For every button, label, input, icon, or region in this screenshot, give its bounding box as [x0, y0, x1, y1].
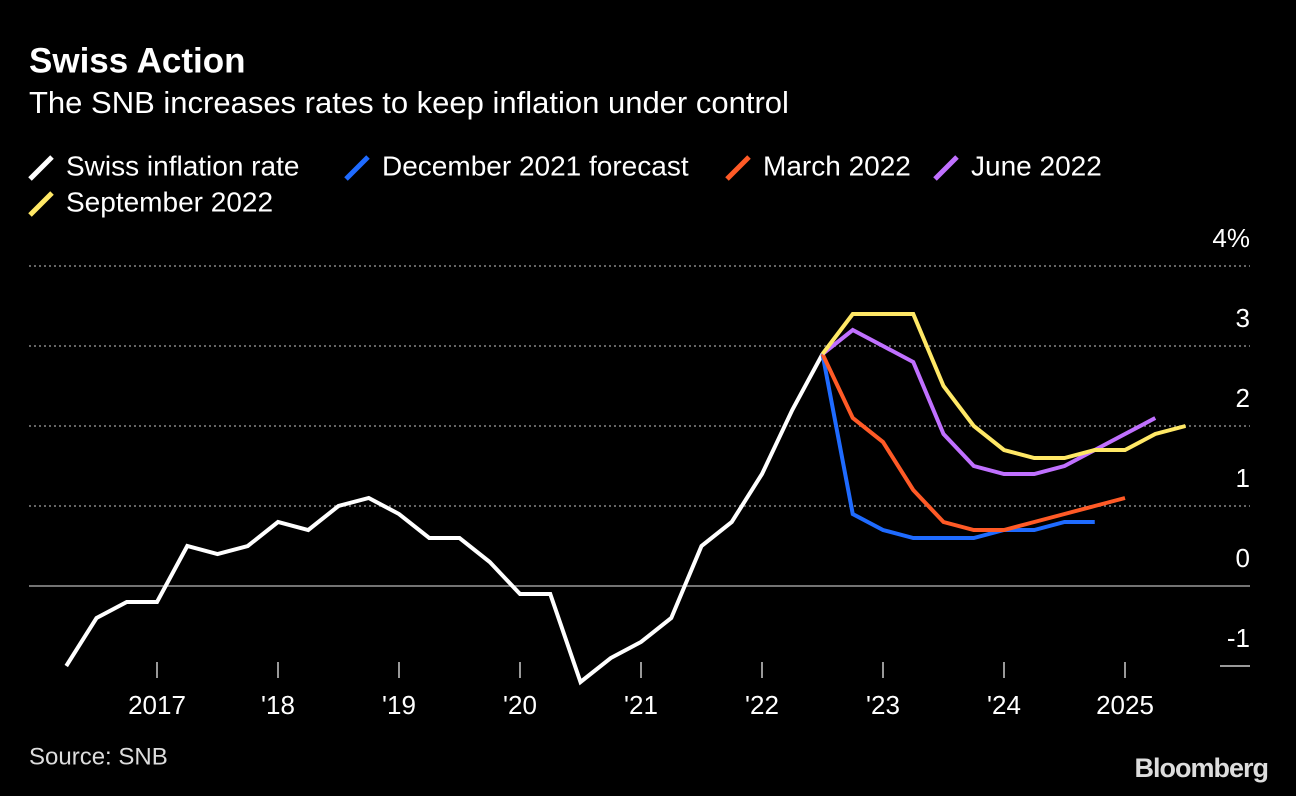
chart-subtitle: The SNB increases rates to keep inflatio…	[29, 85, 789, 120]
y-tick-label: 1	[1236, 463, 1250, 493]
x-tick-label: '23	[866, 690, 900, 720]
x-tick-label: '22	[745, 690, 779, 720]
series-line	[820, 353, 1095, 540]
chart-title: Swiss Action	[29, 41, 246, 80]
x-tick-label: '20	[503, 690, 537, 720]
y-tick-label: -1	[1227, 623, 1250, 653]
x-tick-label: 2025	[1096, 690, 1154, 720]
x-tick-label: '19	[382, 690, 416, 720]
legend-label: June 2022	[971, 150, 1102, 181]
y-tick-label: 3	[1236, 303, 1250, 333]
legend-label: Swiss inflation rate	[66, 150, 299, 181]
x-tick-label: '18	[261, 690, 295, 720]
series-line	[820, 312, 1187, 460]
legend-label: December 2021 forecast	[382, 150, 689, 181]
y-tick-label: 2	[1236, 383, 1250, 413]
x-tick-label: '24	[987, 690, 1021, 720]
brand: Bloomberg	[1134, 753, 1268, 783]
series-line	[821, 327, 1157, 476]
series-line	[820, 353, 1126, 532]
legend-label: September 2022	[66, 186, 273, 217]
y-tick-label: 4%	[1212, 223, 1250, 253]
source: Source: SNB	[29, 743, 168, 770]
x-tick-label: 2017	[128, 690, 186, 720]
y-tick-label: 0	[1236, 543, 1250, 573]
legend-swatch	[28, 191, 54, 217]
series-line	[64, 353, 825, 686]
legend-swatch	[933, 155, 959, 181]
x-tick-label: '21	[624, 690, 658, 720]
legend-swatch	[28, 155, 54, 181]
legend-label: March 2022	[763, 150, 911, 181]
legend-swatch	[725, 155, 751, 181]
legend-swatch	[344, 155, 370, 181]
